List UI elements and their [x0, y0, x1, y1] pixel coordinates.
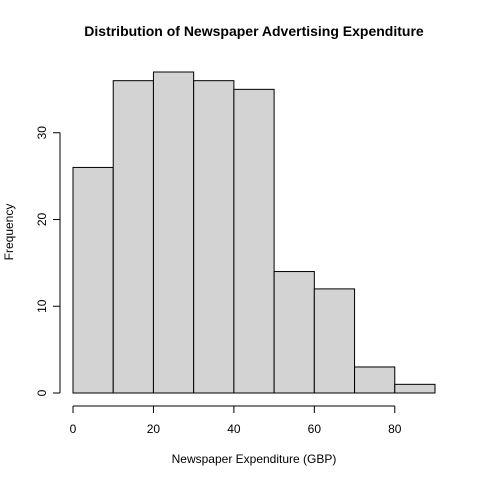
chart-title: Distribution of Newspaper Advertising Ex…	[84, 23, 424, 39]
histogram-bar-8	[394, 383, 436, 394]
y-axis-label: Frequency	[2, 204, 16, 261]
y-tick-label: 0	[35, 389, 49, 396]
histogram-bar-0	[72, 166, 114, 394]
y-tick-label: 20	[35, 212, 49, 226]
bars-group	[72, 71, 436, 394]
x-axis-label: Newspaper Expenditure (GBP)	[172, 452, 337, 466]
y-tick-label: 10	[35, 299, 49, 313]
y-axis: 0 10 20 30	[35, 126, 61, 396]
x-tick-label: 60	[308, 422, 322, 436]
histogram-bar-3	[193, 80, 235, 394]
histogram-bar-1	[112, 80, 154, 394]
y-tick-label: 30	[35, 126, 49, 140]
histogram-bar-7	[354, 366, 396, 394]
histogram-bar-4	[233, 88, 275, 394]
x-tick-label: 80	[388, 422, 402, 436]
x-tick-label: 0	[70, 422, 77, 436]
x-tick-label: 40	[227, 422, 241, 436]
x-tick-label: 20	[147, 422, 161, 436]
histogram-bar-6	[313, 288, 356, 394]
histogram-bar-5	[273, 271, 315, 394]
histogram-bar-2	[152, 71, 195, 394]
x-axis: 0 20 40 60 80	[70, 405, 402, 436]
